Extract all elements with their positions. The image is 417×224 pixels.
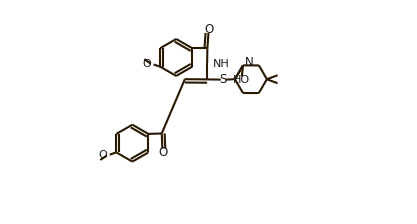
Text: O: O bbox=[98, 150, 107, 160]
Text: S: S bbox=[220, 73, 227, 86]
Text: O: O bbox=[158, 146, 168, 159]
Text: NH: NH bbox=[213, 59, 230, 69]
Text: N: N bbox=[244, 56, 253, 69]
Text: O: O bbox=[204, 23, 214, 36]
Text: O: O bbox=[142, 59, 151, 69]
Text: HO: HO bbox=[233, 75, 251, 85]
